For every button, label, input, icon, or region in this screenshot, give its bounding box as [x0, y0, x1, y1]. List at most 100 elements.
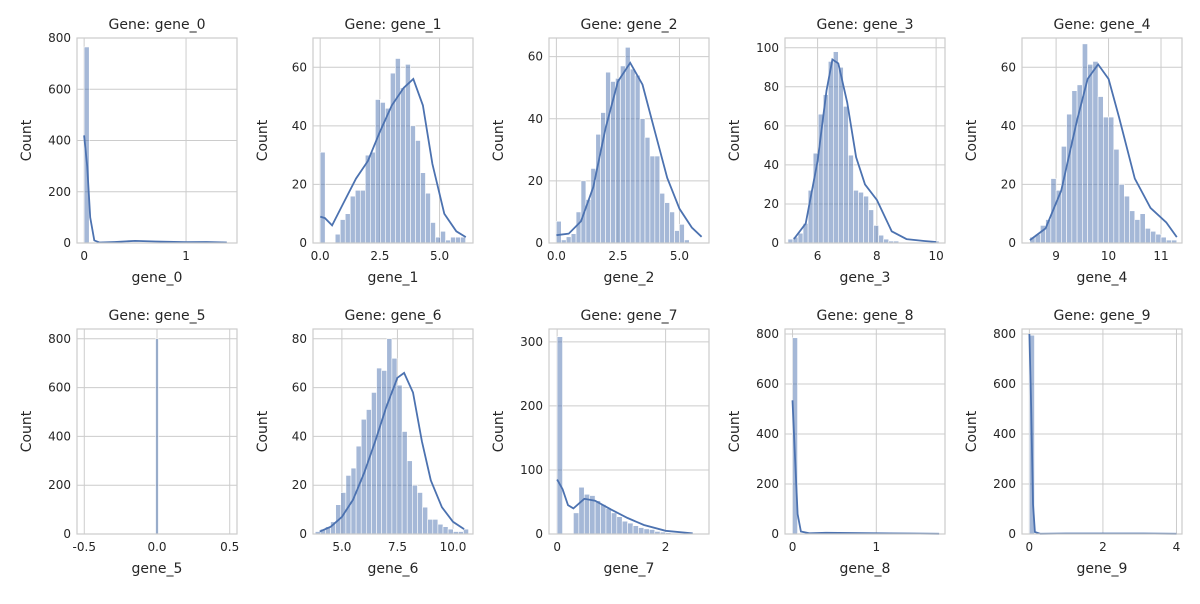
y-tick-label: 80: [764, 80, 779, 94]
histogram-bar: [395, 59, 400, 244]
histogram-bar: [415, 141, 420, 244]
histogram-bar: [566, 237, 571, 243]
y-tick-label: 0: [63, 236, 71, 250]
y-tick-label: 300: [520, 335, 543, 349]
histogram-bar: [420, 173, 425, 243]
y-tick-label: 0: [771, 527, 779, 541]
histogram-bar: [557, 337, 562, 534]
x-tick-label: 0.0: [311, 249, 330, 263]
histogram-bar: [350, 196, 355, 243]
histogram-bar: [1124, 196, 1129, 243]
histogram-bar: [679, 224, 684, 243]
x-axis-label: gene_1: [368, 270, 419, 286]
x-tick-label: 10: [928, 249, 943, 263]
y-tick-label: 100: [520, 463, 543, 477]
histogram-bar: [430, 223, 435, 244]
histogram-bar: [879, 235, 884, 243]
x-tick-label: 11: [1153, 249, 1168, 263]
histogram-bar: [463, 529, 468, 534]
y-axis-label: Count: [727, 119, 743, 161]
panel-title: Gene: gene_2: [580, 17, 677, 33]
histogram-bar: [601, 505, 606, 534]
histogram-bar: [611, 513, 616, 534]
histogram-bar: [635, 75, 640, 243]
x-tick-label: 7.5: [388, 540, 407, 554]
histogram-bar: [425, 193, 430, 243]
histogram-bar: [675, 231, 680, 243]
x-tick-label: -0.5: [73, 540, 96, 554]
y-tick-label: 80: [292, 332, 307, 346]
histogram-bar: [1156, 234, 1161, 243]
x-tick-label: 1: [182, 249, 190, 263]
y-tick-label: 800: [48, 31, 71, 45]
histogram-bar: [595, 501, 600, 534]
x-tick-label: 5.0: [430, 249, 449, 263]
x-axis-label: gene_5: [132, 561, 183, 577]
histogram-bar: [1161, 237, 1166, 243]
y-tick-label: 60: [528, 50, 543, 64]
x-tick-label: 0.0: [147, 540, 166, 554]
histogram-bar: [645, 137, 650, 243]
histogram-bar: [828, 61, 833, 243]
x-tick-label: 0: [80, 249, 88, 263]
histogram-bar: [397, 385, 402, 534]
histogram-bar: [371, 392, 376, 534]
histogram-bar: [377, 368, 382, 534]
y-axis-label: Count: [964, 410, 980, 452]
y-tick-label: 20: [528, 174, 543, 188]
histogram-bar: [405, 64, 410, 243]
panel-title: Gene: gene_5: [108, 308, 205, 324]
panel-title: Gene: gene_0: [108, 17, 205, 33]
histogram-bar: [412, 485, 417, 534]
histogram-bar: [620, 66, 625, 243]
histogram-bar: [874, 225, 879, 243]
y-tick-label: 400: [756, 427, 779, 441]
histogram-bar: [649, 530, 654, 534]
histogram-bar: [355, 190, 360, 243]
y-tick-label: 60: [292, 60, 307, 74]
histogram-bar: [428, 519, 433, 534]
histogram-bar: [385, 108, 390, 243]
x-axis-label: gene_6: [368, 561, 419, 577]
histogram-bar: [375, 100, 380, 244]
y-tick-label: 800: [993, 327, 1016, 341]
histogram-bar: [156, 339, 159, 534]
histogram-bar: [848, 155, 853, 243]
histogram-bar: [366, 410, 371, 534]
histogram-bar: [1135, 220, 1140, 243]
x-tick-label: 5.0: [670, 249, 689, 263]
x-axis-label: gene_4: [1077, 270, 1128, 286]
histogram-bar: [650, 156, 655, 243]
y-tick-label: 800: [756, 327, 779, 341]
histogram-bar: [617, 517, 622, 534]
y-axis-label: Count: [491, 410, 507, 452]
y-tick-label: 600: [756, 377, 779, 391]
y-tick-label: 0: [771, 236, 779, 250]
histogram-bar: [1151, 231, 1156, 243]
histogram-bar: [423, 507, 428, 534]
y-tick-label: 200: [48, 185, 71, 199]
histogram-bar: [670, 212, 675, 243]
y-tick-label: 40: [764, 158, 779, 172]
histogram-bar: [417, 493, 422, 534]
y-axis-label: Count: [964, 119, 980, 161]
histogram-bar: [571, 234, 576, 243]
histogram-bar: [1103, 117, 1108, 243]
histogram-bar: [360, 190, 365, 243]
x-tick-label: 2.5: [370, 249, 389, 263]
histogram-bar: [655, 156, 660, 243]
histogram-bar: [390, 73, 395, 243]
y-tick-label: 0: [299, 236, 307, 250]
y-tick-label: 0: [299, 527, 307, 541]
y-tick-label: 40: [292, 429, 307, 443]
histogram-bar: [630, 69, 635, 243]
y-tick-label: 200: [520, 399, 543, 413]
histogram-bar: [665, 203, 670, 243]
histogram-bar: [660, 193, 665, 243]
histogram-bar: [443, 527, 448, 534]
